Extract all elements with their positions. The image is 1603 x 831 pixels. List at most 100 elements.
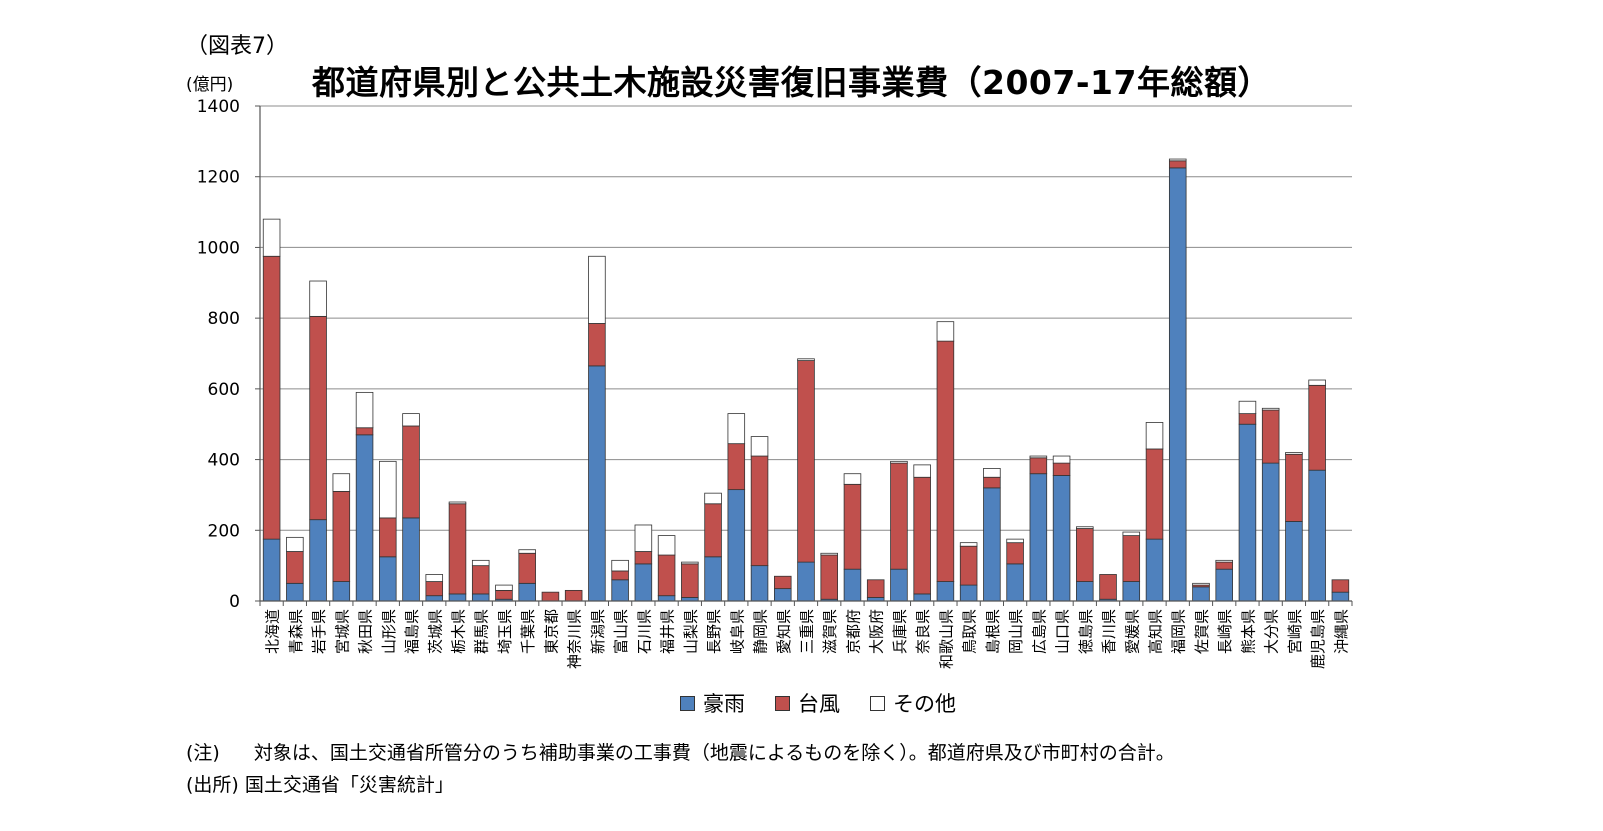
x-tick-label: 岐阜県 [728, 609, 746, 654]
x-tick-label: 三重県 [798, 609, 816, 654]
bar-segment-heavy-rain [1215, 568, 1233, 602]
bar-segment-typhoon [1261, 409, 1280, 464]
chart-title: 都道府県別と公共土木施設災害復旧事業費（2007-17年総額） [312, 63, 1271, 102]
x-tick-label: 富山県 [612, 609, 630, 654]
x-tick-label: 和歌山県 [937, 609, 955, 669]
bar-segment-typhoon [704, 503, 722, 558]
bar-segment-heavy-rain [750, 565, 769, 602]
bar-segment-heavy-rain [1168, 167, 1187, 602]
bar-segment-typhoon [1029, 457, 1048, 475]
bar-segment-other [843, 473, 862, 485]
bar-segment-other [1261, 407, 1280, 411]
bar-segment-typhoon [681, 563, 699, 598]
bar-segment-other [1076, 526, 1094, 529]
bar-segment-typhoon [727, 443, 746, 491]
x-tick-label: 鳥取県 [961, 609, 979, 654]
bar-segment-heavy-rain [1238, 423, 1257, 602]
bar-segment-other [518, 549, 536, 554]
bar-segment-heavy-rain [704, 556, 722, 602]
bar-segment-heavy-rain [309, 519, 327, 602]
x-tick-label: 東京都 [542, 609, 560, 654]
bar-segment-typhoon [495, 589, 513, 600]
bar-segment-typhoon [913, 476, 931, 595]
stacked-bar-chart: 0 200 400 600 800 1000 1200 1400 北海道 青森県 岩手県 宮城県 秋田県… [197, 97, 1353, 669]
bar-segment-other [309, 280, 327, 317]
x-tick-label: 香川県 [1100, 609, 1118, 654]
bar-segment-heavy-rain [332, 581, 351, 602]
legend-item-heavy-rain: 豪雨 [680, 688, 745, 718]
y-tick-label: 1400 [197, 97, 240, 117]
x-tick-label: 宮崎県 [1286, 609, 1304, 654]
note-text: 対象は、国土交通省所管分のうち補助事業の工事費（地震によるものを除く）。都道府県… [253, 742, 1175, 764]
bar-segment-heavy-rain [1308, 469, 1326, 602]
x-tick-label: 沖縄県 [1332, 609, 1350, 654]
bar-segment-heavy-rain [1261, 462, 1280, 602]
y-tick-label: 0 [229, 592, 240, 612]
y-tick-label: 600 [208, 380, 240, 400]
axis-labels: 0 200 400 600 800 1000 1200 1400 北海道 青森県 岩手県 宮城県 秋田県… [197, 97, 1351, 669]
bar-segment-heavy-rain [774, 588, 792, 602]
bar-segment-typhoon [564, 589, 583, 602]
bar-segment-other [681, 561, 699, 565]
bar-segment-heavy-rain [355, 434, 374, 602]
bar-segment-other [355, 391, 374, 429]
bar-segment-other [286, 536, 304, 552]
bar-segment-heavy-rain [657, 595, 676, 602]
bar-segment-heavy-rain [727, 489, 746, 602]
bar-segment-typhoon [634, 551, 653, 565]
bar-segment-heavy-rain [1052, 475, 1071, 602]
x-tick-label: 茨城県 [426, 609, 444, 654]
legend-swatch-heavy-rain [680, 695, 695, 711]
x-tick-label: 福岡県 [1170, 609, 1188, 654]
x-tick-label: 秋田県 [357, 609, 375, 654]
legend-item-other: その他 [870, 688, 956, 718]
x-tick-label: 兵庫県 [891, 609, 909, 654]
bar-segment-other [1122, 531, 1141, 536]
legend-label-typhoon: 台風 [798, 692, 840, 716]
bar-segment-other [1192, 582, 1210, 586]
x-tick-label: 群馬県 [473, 609, 491, 654]
x-tick-label: 愛媛県 [1123, 609, 1141, 654]
legend: 豪雨 台風 その他 [0, 688, 1603, 718]
bar-segment-other [495, 584, 513, 591]
bar-segment-typhoon [1238, 413, 1257, 425]
bar-segment-other [913, 464, 931, 478]
bar-segment-other [471, 559, 490, 567]
bar-segment-heavy-rain [936, 581, 955, 602]
x-tick-label: 岡山県 [1007, 609, 1025, 654]
bar-segment-other [936, 321, 955, 342]
bar-segment-other [820, 552, 838, 556]
legend-label-other: その他 [893, 692, 956, 716]
x-tick-label: 山口県 [1054, 609, 1072, 654]
bar-segment-heavy-rain [1285, 521, 1303, 602]
bar-segment-typhoon [797, 360, 815, 563]
x-tick-label: 山梨県 [682, 609, 700, 654]
bar-segment-typhoon [1168, 160, 1187, 169]
bar-segment-typhoon [890, 462, 908, 570]
x-tick-label: 高知県 [1147, 609, 1165, 654]
bar-segment-other [402, 413, 420, 427]
bar-segment-typhoon [286, 551, 304, 584]
axes [255, 105, 1353, 606]
bar-segment-typhoon [332, 490, 351, 582]
x-tick-label: 福島県 [403, 609, 421, 654]
legend-swatch-other [870, 695, 885, 711]
bar-segment-typhoon [1308, 384, 1326, 471]
bar-segment-heavy-rain [797, 561, 815, 602]
bar-segment-typhoon [936, 340, 955, 582]
bar-segment-heavy-rain [959, 584, 978, 602]
bar-segment-heavy-rain [843, 568, 862, 602]
bar-segment-typhoon [1052, 462, 1071, 476]
bar-segment-heavy-rain [1192, 586, 1210, 602]
bar-segment-heavy-rain [611, 579, 629, 602]
bar-segment-other [1168, 158, 1187, 162]
figure-label: （図表7） [186, 34, 288, 59]
x-tick-label: 埼玉県 [496, 609, 514, 654]
bar-segment-other [1238, 400, 1257, 415]
bar-segment-heavy-rain [913, 593, 931, 602]
x-tick-label: 千葉県 [519, 609, 537, 654]
x-tick-label: 福井県 [659, 609, 677, 654]
bar-segment-other [1215, 559, 1233, 563]
y-axis-unit-label: (億円) [186, 75, 234, 95]
y-tick-label: 1000 [197, 238, 240, 258]
